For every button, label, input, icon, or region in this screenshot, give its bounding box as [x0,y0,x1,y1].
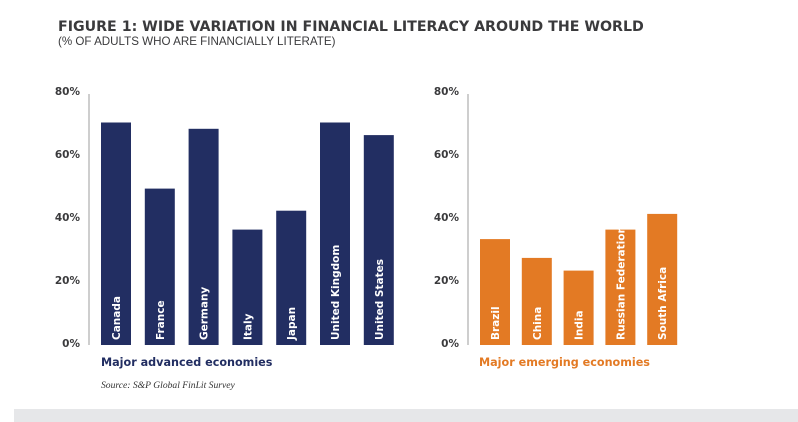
bar-label: Canada [111,296,123,340]
emerging-economies-chart: 0% 20% 40% 60% 80% Brazil China India Russian Fe… [434,86,678,369]
group-label: Major emerging economies [479,356,650,369]
bar-japan [276,210,307,345]
advanced-economies-chart: 0% 20% 40% 60% 80% Canada France Germany Italy Ja… [55,86,394,369]
y-tick-label: 20% [55,275,81,287]
bar-china [521,257,552,345]
y-tick-label: 40% [55,212,81,224]
bar-label: France [155,300,167,340]
bar-label: Brazil [490,306,502,340]
bar-label: Russian Federation [615,226,627,340]
figure-title: FIGURE 1: WIDE VARIATION IN FINANCIAL LI… [58,19,644,35]
bar-label: United Kingdom [330,245,342,340]
bar-italy [232,229,263,345]
bar-south-africa [647,213,678,345]
y-tick-label: 80% [434,86,460,98]
y-tick-label: 0% [441,338,459,350]
bar-united-states [363,135,394,345]
bar-united-kingdom [320,122,350,345]
group-label: Major advanced economies [101,356,273,369]
footer-band [14,409,798,422]
figure-subtitle: (% OF ADULTS WHO ARE FINANCIALLY LITERAT… [58,35,336,48]
bar-france [144,188,175,345]
bar-label: India [574,310,586,340]
source-note: Source: S&P Global FinLit Survey [101,380,236,391]
bar-label: South Africa [657,267,669,340]
bar-label: Germany [199,287,211,340]
bar-germany [188,128,219,345]
y-tick-label: 0% [62,338,80,350]
bar-brazil [480,239,510,345]
bar-canada [101,122,131,345]
y-tick-label: 20% [434,275,460,287]
bar-india [563,270,594,345]
bar-label: China [532,307,544,340]
bar-label: United States [374,259,386,340]
bar-label: Japan [286,307,298,341]
y-tick-label: 60% [55,149,81,161]
y-tick-label: 80% [55,86,81,98]
y-tick-label: 60% [434,149,460,161]
y-tick-label: 40% [434,212,460,224]
bar-russian-federation [605,229,636,345]
bar-label: Italy [242,313,254,340]
